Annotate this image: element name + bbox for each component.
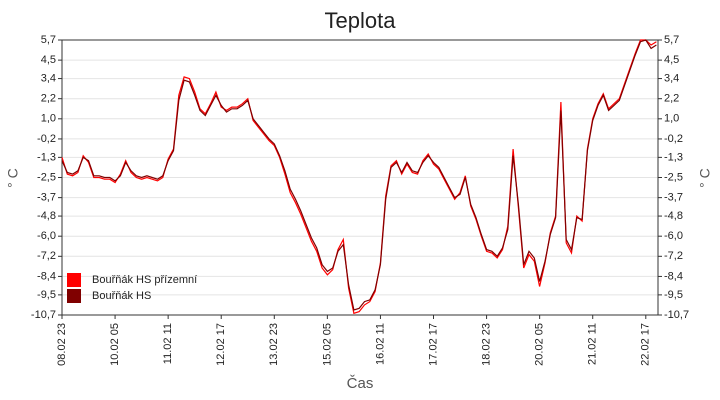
y2-tick-label: -3,7 [664,192,683,204]
x-tick-label: 12.02 17 [215,323,227,366]
y-tick-label: -8,4 [37,270,56,282]
y2-tick-label: -10,7 [664,309,689,321]
y-tick-label: -6,0 [37,230,56,242]
y2-tick-label: -9,5 [664,289,683,301]
y-tick-label: -9,5 [37,289,56,301]
y-tick-label: 2,2 [41,93,56,105]
y2-tick-label: -6,0 [664,230,683,242]
x-tick-label: 22.02 17 [640,323,652,366]
y-tick-label: 3,4 [41,72,56,84]
y2-axis-label: ° C [697,168,713,188]
y2-tick-label: 5,7 [664,34,679,46]
y-tick-label: -2,5 [37,171,56,183]
y2-tick-label: 3,4 [664,72,679,84]
y-tick-label: -7,2 [37,250,56,262]
legend-label: Bouřňák HS [92,290,151,302]
x-tick-label: 16.02 11 [374,323,386,365]
y-axis-label: ° C [5,168,21,188]
x-tick-label: 17.02 17 [427,323,439,366]
x-tick-label: 10.02 05 [109,323,121,366]
y-tick-label: 1,0 [41,113,56,125]
x-tick-label: 13.02 23 [268,323,280,366]
legend-label: Bouřňák HS přízemní [92,274,197,286]
y2-tick-label: -7,2 [664,250,683,262]
y-tick-label: -3,7 [37,192,56,204]
y-tick-label: -1,3 [37,151,56,163]
y2-tick-label: -1,3 [664,151,683,163]
x-tick-label: 08.02 23 [56,323,68,366]
y-tick-label: -10,7 [31,309,56,321]
y2-tick-label: -0,2 [664,133,683,145]
y-tick-label: -4,8 [37,210,56,222]
legend-swatch [67,289,81,303]
x-tick-label: 20.02 05 [534,323,546,366]
y-tick-label: -0,2 [37,133,56,145]
x-tick-label: 15.02 05 [321,323,333,366]
y2-tick-label: 2,2 [664,93,679,105]
y2-tick-label: -8,4 [664,270,683,282]
x-axis-label: Čas [347,375,374,392]
y2-tick-label: 1,0 [664,113,679,125]
x-tick-label: 11.02 11 [162,323,174,364]
y-tick-label: 4,5 [41,54,56,66]
y2-tick-label: -2,5 [664,171,683,183]
y2-tick-label: -4,8 [664,210,683,222]
x-tick-label: 21.02 11 [587,323,599,365]
y-tick-label: 5,7 [41,34,56,46]
chart-title: Teplota [325,8,397,33]
legend-swatch [67,273,81,287]
plot-frame [61,39,659,316]
y2-tick-label: 4,5 [664,54,679,66]
x-tick-label: 18.02 23 [480,323,492,366]
line-series [61,39,657,311]
